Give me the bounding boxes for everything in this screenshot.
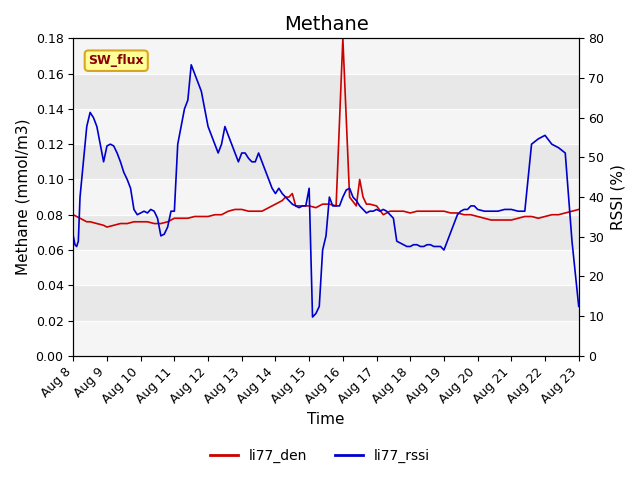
Bar (73, 321, 579, 356)
li77_rssi (308, 314, 316, 320)
li77_rssi (399, 242, 407, 248)
li77_den (292, 203, 300, 209)
Bar (73, 180, 579, 215)
li77_rssi (460, 206, 468, 212)
li77_rssi (332, 203, 340, 209)
li77_den (73, 214, 81, 219)
li77_rssi (568, 238, 576, 244)
li77_den (103, 224, 111, 230)
X-axis label: Time: Time (307, 411, 345, 427)
li77_rssi (234, 159, 242, 165)
li77_den (481, 216, 488, 221)
li77_den (86, 219, 94, 225)
li77_rssi (69, 233, 77, 239)
Line: li77_den: li77_den (73, 38, 579, 227)
Y-axis label: Methane (mmol/m3): Methane (mmol/m3) (15, 119, 30, 276)
Y-axis label: RSSI (%): RSSI (%) (610, 164, 625, 230)
Bar (73, 250, 579, 285)
li77_rssi (575, 303, 582, 309)
li77_den (454, 210, 461, 216)
li77_den (312, 205, 320, 211)
Legend: li77_den, li77_rssi: li77_den, li77_rssi (204, 443, 436, 468)
li77_den (69, 212, 77, 217)
Bar (73, 109, 579, 144)
Line: li77_rssi: li77_rssi (73, 65, 579, 317)
li77_den (339, 36, 347, 41)
Bar (73, 38, 579, 73)
li77_rssi (188, 62, 195, 68)
li77_den (575, 206, 582, 212)
li77_rssi (248, 159, 256, 165)
Text: SW_flux: SW_flux (88, 54, 144, 67)
Title: Methane: Methane (284, 15, 369, 34)
